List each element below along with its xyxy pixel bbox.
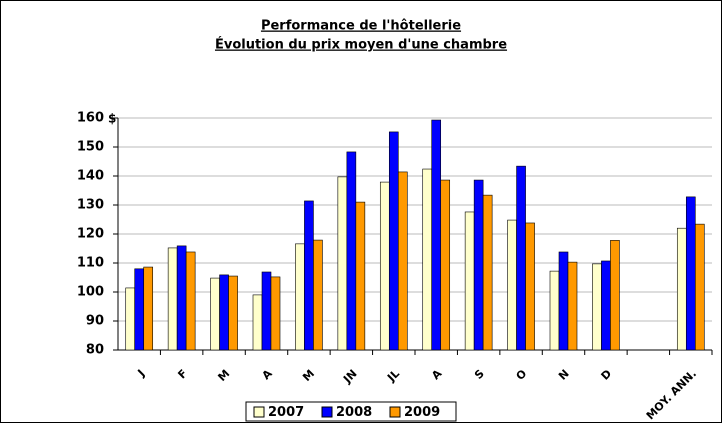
bar	[388, 131, 399, 351]
legend-label: 2008	[336, 405, 372, 420]
bar	[379, 181, 390, 351]
legend-label: 2009	[404, 405, 440, 420]
bar	[440, 179, 451, 351]
bar	[397, 171, 408, 351]
bar	[676, 227, 687, 351]
legend-swatch	[321, 406, 333, 418]
chart-subtitle: Évolution du prix moyen d'une chambre	[215, 37, 507, 53]
legend-box	[245, 401, 457, 422]
bar	[507, 219, 517, 351]
bar	[346, 151, 357, 351]
y-tick-label: 140	[77, 169, 104, 184]
legend-swatch	[253, 406, 265, 418]
bar	[516, 165, 526, 351]
y-tick-label: 150	[77, 140, 104, 155]
bar	[431, 119, 442, 351]
bar	[228, 275, 238, 351]
y-axis-label: $	[108, 112, 116, 126]
bar	[549, 270, 560, 351]
legend-label: 2007	[268, 405, 304, 420]
bar	[252, 294, 263, 351]
y-tick-label: 80	[86, 343, 104, 358]
bar	[261, 271, 272, 351]
bar	[210, 277, 220, 351]
y-tick-label: 160	[77, 111, 104, 126]
bar	[525, 222, 535, 351]
bar	[567, 261, 578, 351]
bar	[464, 211, 475, 351]
bar	[694, 223, 705, 351]
bar	[592, 263, 602, 351]
bar	[125, 287, 136, 351]
bar	[558, 251, 569, 351]
bar	[176, 245, 187, 351]
bar	[685, 196, 696, 351]
bar	[337, 176, 348, 351]
bar	[167, 247, 178, 351]
bar	[143, 266, 154, 351]
y-tick-label: 90	[86, 314, 104, 329]
bar	[185, 251, 196, 351]
bar	[304, 200, 314, 351]
legend-swatch	[389, 406, 401, 418]
y-tick-label: 130	[77, 198, 104, 213]
bar	[295, 243, 305, 351]
bar	[473, 179, 484, 351]
bar	[355, 201, 366, 351]
y-tick-label: 120	[77, 227, 104, 242]
bar	[313, 239, 323, 351]
bar	[270, 276, 281, 351]
bar	[219, 274, 229, 351]
bar	[134, 268, 145, 351]
bar	[601, 260, 611, 351]
chart-title: Performance de l'hôtellerie	[261, 19, 461, 34]
bar	[610, 240, 620, 351]
bar	[422, 168, 433, 351]
y-tick-label: 100	[77, 285, 104, 300]
y-tick-label: 110	[77, 256, 104, 271]
bar	[482, 194, 493, 351]
